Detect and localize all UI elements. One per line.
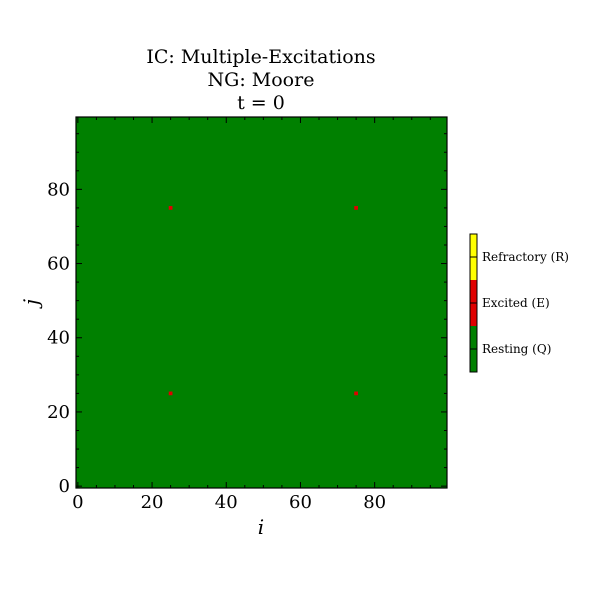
y-tick-label: 80 (47, 179, 70, 200)
excited-cell-3 (354, 206, 358, 210)
colorbar-frame (469, 233, 478, 373)
plot-area (75, 116, 448, 489)
plot-frame (75, 116, 448, 489)
y-tick-label: 20 (47, 402, 70, 423)
y-tick-label: 40 (47, 328, 70, 349)
colorbar-label: Refractory (R) (482, 250, 569, 264)
title-line-ic: IC: Multiple-Excitations (146, 46, 375, 68)
y-axis-label: j (19, 299, 43, 309)
excited-cell-1 (354, 391, 358, 396)
x-tick-label: 60 (289, 492, 312, 513)
x-tick-label: 40 (215, 492, 238, 513)
excited-cells (168, 206, 358, 396)
y-tick-labels: 0 20 40 60 80 (47, 179, 70, 497)
title-line-time: t = 0 (237, 92, 285, 114)
axis-ticks (76, 117, 447, 488)
x-tick-label: 80 (363, 492, 386, 513)
resting-grid-background (76, 117, 447, 488)
excited-cell-0 (168, 391, 173, 396)
x-tick-label: 0 (72, 492, 83, 513)
y-tick-label: 0 (59, 476, 70, 497)
excited-cell-2 (168, 206, 173, 210)
colorbar-label: Excited (E) (482, 296, 550, 310)
x-tick-label: 20 (141, 492, 164, 513)
colorbar-label: Resting (Q) (482, 342, 551, 356)
title-line-ng: NG: Moore (208, 69, 315, 91)
chart-title: IC: Multiple-Excitations NG: Moore t = 0 (146, 46, 375, 114)
y-tick-label: 60 (47, 254, 70, 275)
colorbar: Resting (Q) Excited (E) Refractory (R) (469, 233, 569, 373)
x-tick-labels: 0 20 40 60 80 (72, 492, 386, 513)
x-axis-label: i (258, 515, 264, 539)
